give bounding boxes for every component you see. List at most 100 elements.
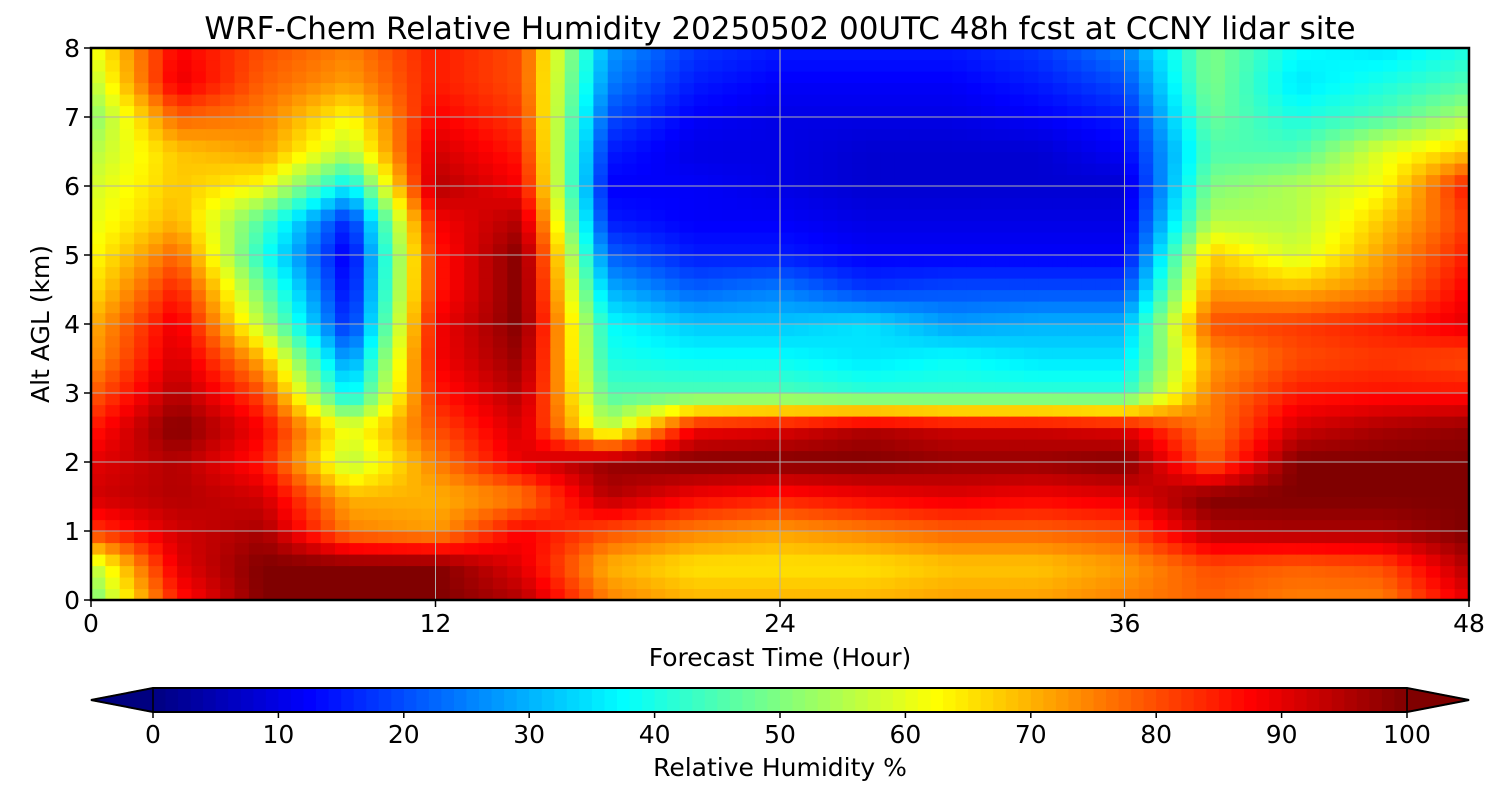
heatmap-cell xyxy=(1296,508,1312,521)
heatmap-cell xyxy=(880,82,896,95)
heatmap-cell xyxy=(995,416,1011,429)
heatmap-cell xyxy=(593,450,609,463)
heatmap-cell xyxy=(1397,508,1413,521)
heatmap-cell xyxy=(105,289,121,302)
colorbar-segment xyxy=(830,688,844,712)
heatmap-cell xyxy=(564,565,580,578)
heatmap-cell xyxy=(636,450,652,463)
heatmap-cell xyxy=(980,450,996,463)
heatmap-cell xyxy=(1282,473,1298,486)
heatmap-cell xyxy=(234,289,250,302)
heatmap-cell xyxy=(205,416,221,429)
heatmap-cell xyxy=(579,370,594,383)
heatmap-cell xyxy=(1411,117,1427,130)
heatmap-cell xyxy=(306,485,322,498)
heatmap-cell xyxy=(1268,117,1283,130)
heatmap-cell xyxy=(1253,577,1269,590)
heatmap-cell xyxy=(1239,232,1255,245)
heatmap-cell xyxy=(995,278,1011,291)
heatmap-cell xyxy=(736,404,752,417)
heatmap-cell xyxy=(823,324,839,337)
heatmap-cell xyxy=(607,450,623,463)
heatmap-cell xyxy=(851,59,867,72)
heatmap-cell xyxy=(177,186,193,199)
colorbar-segment xyxy=(566,688,580,712)
heatmap-cell xyxy=(923,335,939,348)
heatmap-cell xyxy=(1440,358,1456,371)
heatmap-cell xyxy=(1282,404,1298,417)
heatmap-cell xyxy=(1253,289,1269,302)
heatmap-cell xyxy=(837,519,853,532)
heatmap-cell xyxy=(392,232,408,245)
heatmap-cell xyxy=(234,174,250,187)
heatmap-cell xyxy=(349,163,365,176)
heatmap-cell xyxy=(736,278,752,291)
heatmap-cell xyxy=(392,220,408,233)
heatmap-cell xyxy=(622,220,638,233)
heatmap-cell xyxy=(205,163,221,176)
heatmap-cell xyxy=(1253,381,1269,394)
heatmap-cell xyxy=(765,554,781,567)
colorbar-segment xyxy=(968,688,982,712)
heatmap-cell xyxy=(894,324,910,337)
heatmap-cell xyxy=(1095,554,1111,567)
heatmap-cell xyxy=(1440,381,1456,394)
heatmap-cell xyxy=(693,577,709,590)
heatmap-cell xyxy=(378,508,394,521)
heatmap-cell xyxy=(909,312,925,325)
heatmap-cell xyxy=(1411,588,1427,600)
heatmap-cell xyxy=(1325,82,1341,95)
heatmap-cell xyxy=(823,588,839,600)
heatmap-cell xyxy=(392,508,408,521)
heatmap-cell xyxy=(880,151,896,164)
heatmap-cell xyxy=(492,358,508,371)
heatmap-cell xyxy=(1325,289,1341,302)
heatmap-cell xyxy=(162,105,178,118)
heatmap-cell xyxy=(1440,508,1456,521)
heatmap-cell xyxy=(1038,439,1054,452)
heatmap-cell xyxy=(234,117,250,130)
heatmap-cell xyxy=(220,588,236,600)
heatmap-cell xyxy=(320,174,336,187)
heatmap-cell xyxy=(952,278,968,291)
heatmap-cell xyxy=(349,105,365,118)
heatmap-cell xyxy=(1440,59,1456,72)
heatmap-cell xyxy=(1196,140,1212,153)
heatmap-cell xyxy=(1239,255,1255,268)
heatmap-cell xyxy=(320,151,336,164)
heatmap-cell xyxy=(1382,278,1398,291)
heatmap-cell xyxy=(550,473,566,486)
heatmap-cell xyxy=(808,289,824,302)
heatmap-cell xyxy=(191,82,207,95)
heatmap-cell xyxy=(335,151,350,164)
heatmap-cell xyxy=(1196,381,1212,394)
heatmap-cell xyxy=(1095,416,1111,429)
heatmap-cell xyxy=(909,393,925,406)
heatmap-cell xyxy=(177,163,193,176)
heatmap-cell xyxy=(966,393,982,406)
heatmap-cell xyxy=(851,473,867,486)
heatmap-cell xyxy=(191,312,207,325)
heatmap-cell xyxy=(1440,554,1456,567)
heatmap-cell xyxy=(1239,554,1255,567)
heatmap-cell xyxy=(134,94,150,107)
heatmap-cell xyxy=(751,243,767,256)
heatmap-cell xyxy=(119,186,135,199)
heatmap-cell xyxy=(1038,94,1054,107)
heatmap-cell xyxy=(937,588,953,600)
heatmap-cell xyxy=(349,82,365,95)
heatmap-cell xyxy=(579,485,594,498)
heatmap-cell xyxy=(1440,588,1456,600)
heatmap-cell xyxy=(823,174,839,187)
heatmap-cell xyxy=(636,462,652,475)
heatmap-cell xyxy=(1224,163,1240,176)
heatmap-cell xyxy=(1153,243,1169,256)
heatmap-cell xyxy=(1038,71,1054,84)
heatmap-cell xyxy=(1081,393,1097,406)
colorbar-segment xyxy=(704,688,718,712)
heatmap-cell xyxy=(148,59,164,72)
heatmap-cell xyxy=(1067,209,1083,222)
heatmap-cell xyxy=(191,358,207,371)
heatmap-cell xyxy=(607,473,623,486)
heatmap-cell xyxy=(1167,301,1183,314)
